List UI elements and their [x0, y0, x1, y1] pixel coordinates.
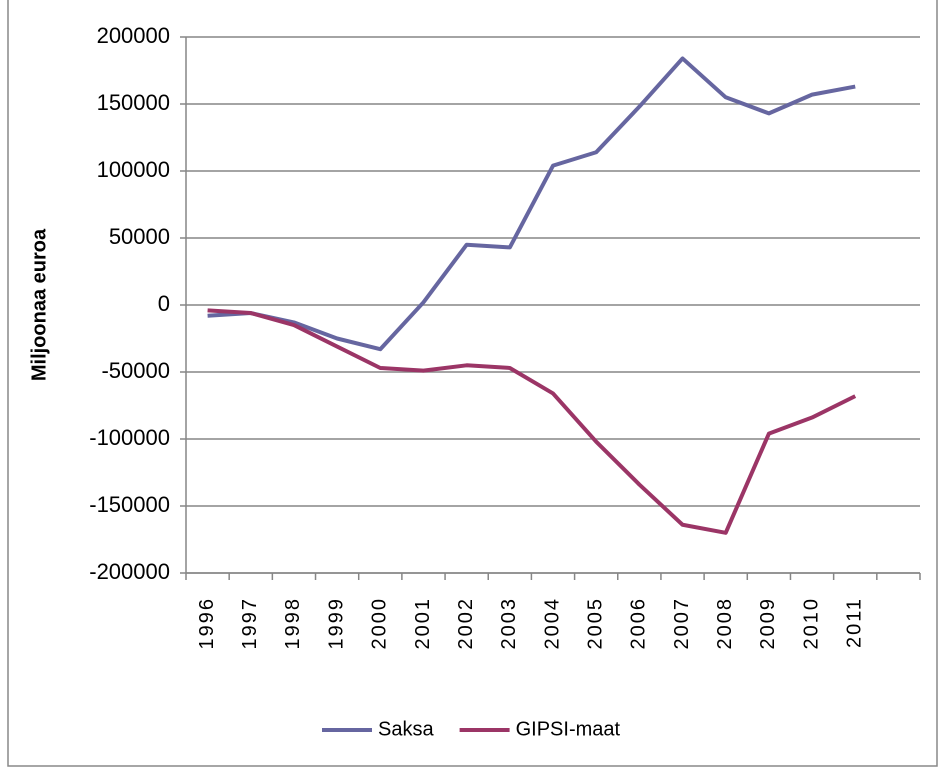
x-tick-label: 1996 — [196, 597, 218, 650]
series-line — [207, 56, 856, 352]
x-tick-label: 2010 — [800, 597, 822, 650]
series-line — [207, 308, 857, 535]
y-tick-label: -200000 — [89, 559, 170, 584]
x-tick-label: 2011 — [844, 597, 866, 648]
x-tick-label: 2005 — [584, 597, 606, 650]
legend-label: GIPSI-maat — [516, 718, 621, 740]
y-tick-label: 200000 — [97, 23, 170, 48]
x-tick-label: 2000 — [369, 597, 391, 650]
x-tick-label: 1999 — [325, 597, 347, 650]
x-tick-label: 2006 — [628, 597, 650, 650]
x-tick-label: 2002 — [455, 597, 477, 650]
x-tick-label: 2003 — [498, 597, 520, 650]
y-tick-label: 100000 — [97, 157, 170, 182]
x-tick-label: 1998 — [282, 597, 304, 650]
y-tick-label: 0 — [158, 291, 170, 316]
x-tick-label: 2004 — [541, 597, 563, 650]
y-axis-label: Miljoonaa euroa — [28, 228, 50, 381]
y-tick-label: 50000 — [109, 224, 170, 249]
y-tick-label: -100000 — [89, 425, 170, 450]
x-tick-label: 1997 — [239, 597, 261, 650]
x-tick-label: 2009 — [757, 597, 779, 650]
x-tick-label: 2008 — [714, 597, 736, 650]
y-tick-label: -150000 — [89, 492, 170, 517]
y-tick-label: 150000 — [97, 90, 170, 115]
x-tick-label: 2007 — [671, 597, 693, 650]
chart-frame — [7, 0, 938, 767]
y-tick-label: -50000 — [101, 358, 170, 383]
x-tick-label: 2001 — [412, 597, 434, 650]
legend-label: Saksa — [378, 718, 434, 740]
